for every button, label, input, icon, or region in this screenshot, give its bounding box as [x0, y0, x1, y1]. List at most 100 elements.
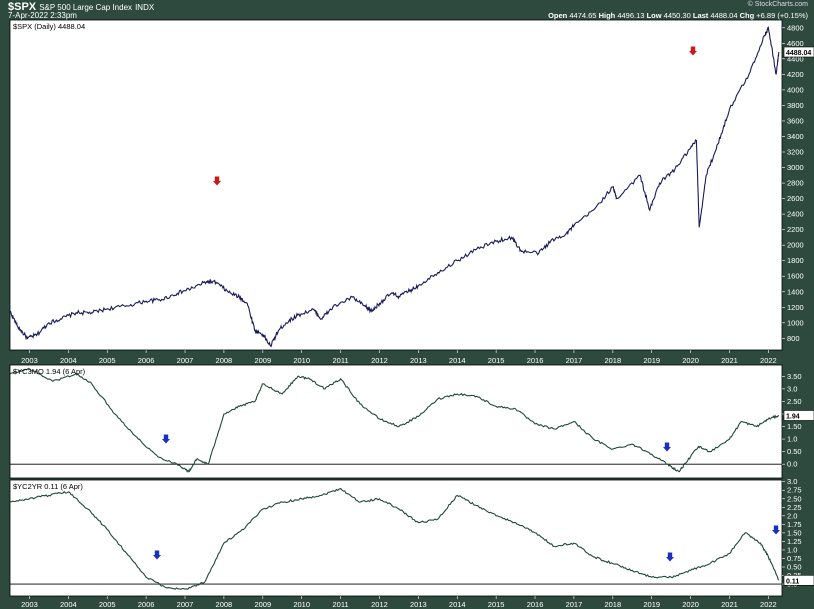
xtick-label: 2022	[760, 356, 777, 365]
ytick-label: 2200	[787, 225, 804, 234]
chart-header: $SPX S&P 500 Large Cap Index INDX 7-Apr-…	[0, 0, 814, 20]
xtick-label: 2011	[333, 600, 349, 609]
xtick-label: 2003	[21, 356, 38, 365]
xtick-label: 2015	[488, 600, 505, 609]
xtick-label: 2022	[760, 600, 777, 609]
xtick-label: 2014	[449, 600, 466, 609]
xtick-label: 2017	[566, 356, 583, 365]
xtick-label: 2017	[566, 600, 583, 609]
open-label: Open	[548, 11, 568, 20]
down-arrow-icon	[213, 176, 221, 186]
high-label: High	[598, 11, 616, 20]
ytick-label: 800	[787, 334, 800, 343]
xtick-label: 2005	[99, 600, 116, 609]
last-value: 4488.04	[710, 11, 738, 20]
annotation-layer	[153, 46, 780, 562]
down-arrow-icon	[162, 434, 170, 444]
ytick-label: 1.50	[787, 528, 802, 537]
ohlc-readout: Open 4474.65 High 4496.13 Low 4450.30 La…	[548, 11, 808, 20]
ytick-label: 3.50	[787, 372, 802, 381]
ytick-label: 3200	[787, 148, 804, 157]
xtick-label: 2012	[371, 356, 388, 365]
ytick-label: 1.50	[787, 422, 802, 431]
ytick-label: 2.0	[787, 511, 797, 520]
chg-label: Chg	[739, 11, 755, 20]
down-arrow-icon	[689, 46, 697, 56]
ytick-label: 2.50	[787, 397, 802, 406]
xtick-label: 2008	[216, 600, 233, 609]
ytick-label: 1.0	[787, 435, 797, 444]
panels-layer	[9, 19, 783, 597]
ytick-label: 1.75	[787, 520, 802, 529]
panel-price	[9, 19, 783, 351]
ytick-label: 2600	[787, 194, 804, 203]
xtick-label: 2021	[721, 600, 738, 609]
xtick-label: 2008	[216, 356, 233, 365]
xtick-label: 2019	[643, 600, 660, 609]
xtick-label: 2010	[293, 356, 310, 365]
xtick-label: 2013	[410, 356, 427, 365]
ytick-label: 3.0	[787, 477, 797, 486]
symbol-line: $SPX S&P 500 Large Cap Index INDX	[8, 1, 154, 13]
xtick-label: 2005	[99, 356, 116, 365]
last-value-label: 0.11	[786, 578, 799, 585]
axes-layer: $SPX (Daily) 4488.04 800 1000 1200 1400 1600 1…	[13, 22, 814, 609]
xtick-label: 2021	[721, 356, 738, 365]
xtick-label: 2020	[682, 600, 699, 609]
ytick-label: 2000	[787, 241, 804, 250]
last-label: Last	[692, 11, 709, 20]
panel-yc3mo	[9, 364, 783, 479]
ytick-label: 2.50	[787, 494, 802, 503]
series-line-yc3mo	[9, 368, 780, 473]
ytick-label: 2.25	[787, 503, 802, 512]
low-value: 4450.30	[663, 11, 691, 20]
xtick-label: 2009	[254, 356, 271, 365]
xtick-label: 2004	[60, 356, 77, 365]
ytick-label: 2.75	[787, 486, 802, 495]
ytick-label: 1.25	[787, 537, 802, 546]
series-line-price	[9, 25, 780, 348]
ytick-label: 4000	[787, 85, 804, 94]
open-value: 4474.65	[569, 11, 597, 20]
last-value-badge	[783, 575, 814, 586]
ytick-label: 3000	[787, 163, 804, 172]
xtick-label: 2020	[682, 356, 699, 365]
xtick-label: 2018	[604, 356, 621, 365]
ytick-label: 3800	[787, 101, 804, 110]
ytick-label: 0.50	[787, 563, 802, 572]
down-arrow-icon	[153, 550, 161, 560]
legend-yc3mo: $YC3MO 1.94 (6 Apr)	[13, 367, 86, 376]
ytick-label: 4400	[787, 54, 804, 63]
down-arrow-icon	[666, 552, 674, 562]
ytick-label: 1000	[787, 318, 804, 327]
ytick-label: 3.0	[787, 384, 797, 393]
ytick-label: 1400	[787, 287, 804, 296]
xtick-label: 2012	[371, 600, 388, 609]
ytick-label: 2800	[787, 179, 804, 188]
series-layer	[9, 25, 780, 590]
ytick-label: 3600	[787, 116, 804, 125]
last-value-label: 1.94	[786, 413, 800, 420]
symbol: $SPX	[8, 1, 37, 13]
low-label: Low	[646, 11, 662, 20]
index-name: S&P 500 Large Cap Index	[39, 3, 133, 12]
xtick-label: 2006	[138, 356, 155, 365]
xtick-label: 2015	[488, 356, 505, 365]
xtick-label: 2009	[254, 600, 271, 609]
ytick-label: 1600	[787, 272, 804, 281]
brand-watermark: © StockCharts.com	[747, 1, 808, 8]
xtick-label: 2007	[177, 600, 194, 609]
xtick-label: 2006	[138, 600, 155, 609]
xtick-label: 2013	[410, 600, 427, 609]
series-line-yc2yr	[9, 487, 780, 590]
xtick-label: 2014	[449, 356, 466, 365]
legend-yc2yr: $YC2YR 0.11 (6 Apr)	[13, 482, 83, 491]
xtick-label: 2016	[527, 600, 544, 609]
legend-price: $SPX (Daily) 4488.04	[13, 22, 85, 31]
last-value-label: 4488.04	[786, 50, 811, 57]
down-arrow-icon	[663, 442, 671, 452]
xtick-label: 2018	[604, 600, 621, 609]
last-value-badge	[783, 410, 814, 421]
ytick-label: 3400	[787, 132, 804, 141]
